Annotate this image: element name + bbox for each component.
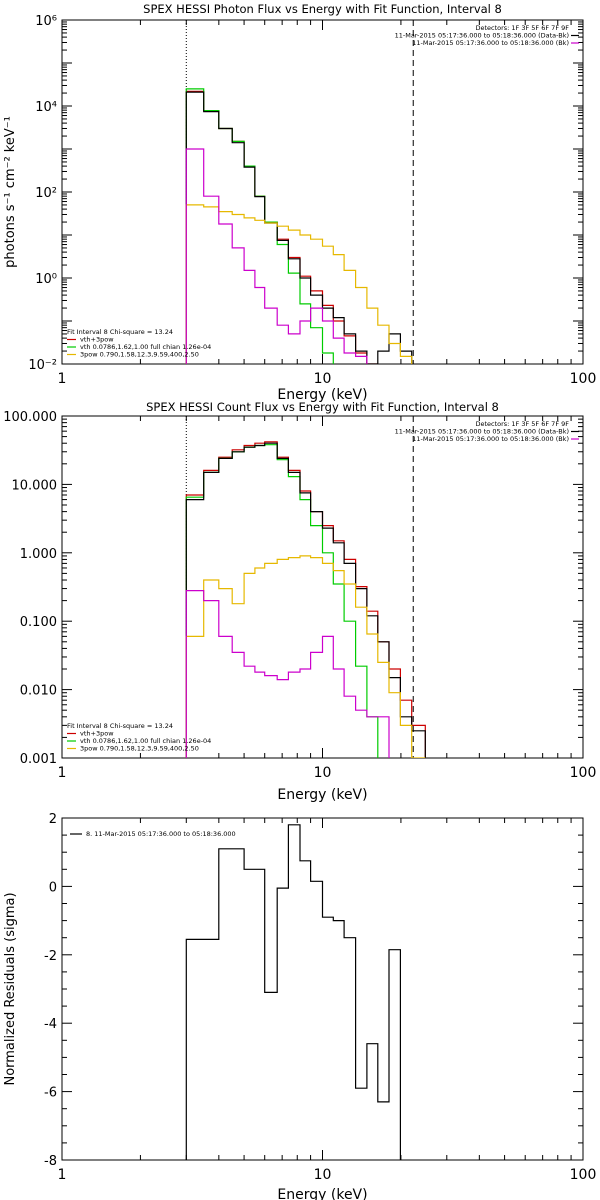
series-line-0 xyxy=(185,824,401,1160)
header-text: 11-Mar-2015 05:17:36.000 to 05:18:36.000… xyxy=(395,428,569,436)
x-tick-label: 100 xyxy=(570,1167,597,1183)
x-tick-label: 1 xyxy=(58,765,67,781)
y-tick-label: 10⁰ xyxy=(35,272,57,287)
y-tick-label: -6 xyxy=(44,1086,57,1101)
legend-entry: vth+3pow xyxy=(80,730,114,738)
y-tick-label: -2 xyxy=(44,949,57,964)
y-tick-label: 0.010 xyxy=(20,684,57,699)
y-tick-label: 100.000 xyxy=(3,410,57,425)
x-tick-label: 100 xyxy=(570,371,597,387)
x-axis-label: Energy (keV) xyxy=(277,787,367,803)
series-line-3 xyxy=(185,204,413,364)
x-tick-label: 10 xyxy=(314,765,332,781)
header-text: Detectors: 1F 3F 5F 6F 7F 9F xyxy=(475,420,569,428)
y-tick-label: 1.000 xyxy=(20,547,57,562)
series-line-4 xyxy=(185,590,390,758)
legend-entry: vth+3pow xyxy=(80,336,114,344)
header-text: Detectors: 1F 3F 5F 6F 7F 9F xyxy=(475,24,569,32)
y-tick-label: -8 xyxy=(44,1154,57,1169)
chart-title: SPEX HESSI Photon Flux vs Energy with Fi… xyxy=(143,2,502,16)
legend-title: Fit Interval 8 Chi-square = 13.24 xyxy=(67,328,173,336)
chart-title: SPEX HESSI Count Flux vs Energy with Fit… xyxy=(146,400,499,414)
x-tick-label: 1 xyxy=(58,1167,67,1183)
series-line-1 xyxy=(185,444,379,758)
header-text: 11-Mar-2015 05:17:36.000 to 05:18:36.000… xyxy=(395,32,569,40)
y-tick-label: 2 xyxy=(49,812,57,827)
x-tick-label: 1 xyxy=(58,371,67,387)
plot-frame xyxy=(61,415,584,759)
y-tick-label: 10⁴ xyxy=(35,100,57,115)
series-line-3 xyxy=(185,555,426,758)
legend-entry: 3pow 0.790,1.58,12.3,9.59,400,2.50 xyxy=(80,351,199,359)
x-axis-label: Energy (keV) xyxy=(277,1187,367,1200)
y-tick-label: -4 xyxy=(44,1017,57,1032)
y-tick-label: 0.001 xyxy=(20,752,57,767)
header-text: 11-Mar-2015 05:17:36.000 to 05:18:36.000… xyxy=(412,39,569,47)
legend-entry: 3pow 0.790,1.58,12.3,9.59,400,2.50 xyxy=(80,745,199,753)
series-line-0 xyxy=(185,90,378,364)
series-line-1 xyxy=(185,88,334,364)
y-tick-label: 0.100 xyxy=(20,615,57,630)
legend-entry: vth 0.0786,1.62,1.00 full chian 1.26e-04 xyxy=(80,737,211,745)
x-tick-label: 100 xyxy=(570,765,597,781)
x-axis-label: Energy (keV) xyxy=(277,387,367,403)
y-axis-label: Normalized Residuals (sigma) xyxy=(3,892,18,1085)
plot-frame xyxy=(61,817,584,1161)
series-line-2 xyxy=(185,442,426,758)
legend-title: Fit Interval 8 Chi-square = 13.24 xyxy=(67,722,173,730)
y-tick-label: 10⁶ xyxy=(35,14,57,29)
legend-entry: 8. 11-Mar-2015 05:17:36.000 to 05:18:36.… xyxy=(86,830,236,838)
x-tick-label: 10 xyxy=(314,1167,332,1183)
x-tick-label: 10 xyxy=(314,371,332,387)
series-line-2 xyxy=(185,91,413,364)
y-tick-label: 0 xyxy=(49,880,57,895)
y-axis-label: photons s⁻¹ cm⁻² keV⁻¹ xyxy=(3,116,18,268)
legend-entry: vth 0.0786,1.62,1.00 full chian 1.26e-04 xyxy=(80,343,211,351)
header-text: 11-Mar-2015 05:17:36.000 to 05:18:36.000… xyxy=(412,435,569,443)
y-tick-label: 10⁻² xyxy=(28,358,57,373)
series-line-0 xyxy=(185,441,426,758)
y-tick-label: 10.000 xyxy=(12,478,58,493)
y-tick-label: 10² xyxy=(35,186,57,201)
series-line-4 xyxy=(185,148,368,364)
